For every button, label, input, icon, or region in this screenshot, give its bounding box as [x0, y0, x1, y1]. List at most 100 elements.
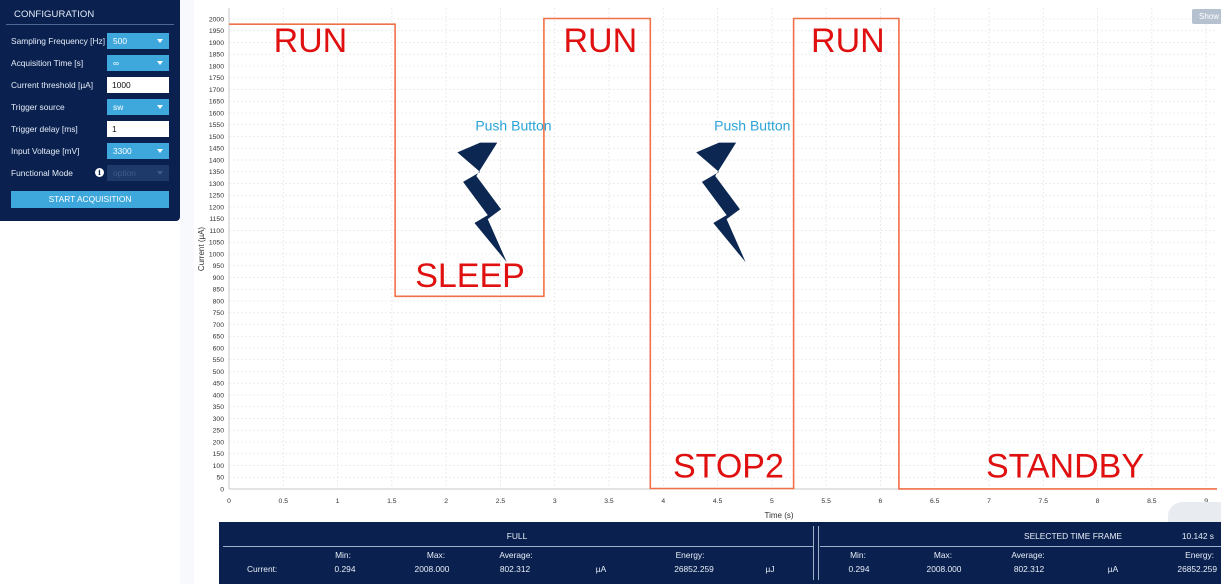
push-button-label: Push Button [475, 118, 551, 134]
y-tick-label: 1950 [209, 28, 224, 35]
y-tick-label: 450 [213, 381, 225, 388]
current-threshold-row: Current threshold [µA] [0, 77, 180, 93]
functional-mode-select: option [107, 165, 169, 181]
y-tick-label: 1000 [209, 251, 224, 258]
y-tick-label: 1650 [209, 99, 224, 106]
annotations: RUN SLEEP RUN STOP2 RUN STANDBY Push Button Pus… [274, 22, 1144, 485]
chevron-down-icon [157, 105, 163, 109]
start-acquisition-button[interactable]: START ACQUISITION [11, 191, 169, 208]
push-button-label: Push Button [714, 118, 790, 134]
x-tick-label: 7.5 [1039, 498, 1049, 505]
x-tick-label: 7 [987, 498, 991, 505]
y-ticks: 0 50 100 150 200 250 300 350 400 450 500 550 600 650 7… [209, 16, 224, 493]
sampling-frequency-select[interactable]: 500 [107, 33, 169, 49]
selected-min-label: Min: [850, 550, 866, 560]
sampling-frequency-value: 500 [113, 36, 127, 46]
state-label: RUN [274, 22, 348, 60]
chevron-down-icon [157, 171, 163, 175]
y-tick-label: 1550 [209, 122, 224, 129]
selected-min-value: 0.294 [848, 564, 870, 574]
x-tick-label: 4 [661, 498, 665, 505]
y-tick-label: 1900 [209, 40, 224, 47]
y-tick-label: 1500 [209, 134, 224, 141]
full-max-label: Max: [426, 550, 446, 560]
y-tick-label: 1600 [209, 110, 224, 117]
acquisition-time-row: Acquisition Time [s] ∞ [0, 55, 180, 71]
x-ticks: 0 0.5 1 1.5 2 2.5 3 3.5 4 4.5 5 5.5 6 6.5 7 7.5 8 8.5 9 [227, 498, 1208, 505]
input-voltage-select[interactable]: 3300 [107, 143, 169, 159]
y-tick-label: 1100 [209, 228, 224, 235]
x-tick-label: 2.5 [496, 498, 506, 505]
y-tick-label: 900 [213, 275, 225, 282]
x-tick-label: 5 [770, 498, 774, 505]
y-tick-label: 1450 [209, 146, 224, 153]
y-tick-label: 50 [216, 475, 224, 482]
functional-mode-label: Functional Mode [11, 168, 73, 178]
chevron-down-icon [157, 149, 163, 153]
trigger-delay-row: Trigger delay [ms] [0, 121, 180, 137]
full-title: FULL [506, 531, 528, 541]
selected-unit: µA [1107, 564, 1119, 574]
acquisition-time-value: ∞ [113, 58, 119, 68]
trigger-source-value: sw [113, 102, 124, 112]
plot-area [229, 8, 1217, 489]
state-label: SLEEP [415, 257, 525, 295]
series [229, 17, 1217, 490]
show-button[interactable]: Show [1192, 9, 1221, 24]
selected-title: SELECTED TIME FRAME [1023, 531, 1123, 541]
trigger-source-select[interactable]: sw [107, 99, 169, 115]
input-voltage-label: Input Voltage [mV] [11, 146, 80, 156]
panel-gutter [180, 0, 194, 584]
sampling-frequency-row: Sampling Frequency [Hz] 500 [0, 33, 180, 49]
selected-energy-label: Energy: [1185, 550, 1214, 560]
full-avg-label: Average: [499, 550, 533, 560]
y-tick-label: 800 [213, 298, 225, 305]
configuration-divider [6, 24, 174, 25]
y-tick-label: 1350 [209, 169, 224, 176]
x-tick-label: 3.5 [604, 498, 614, 505]
input-voltage-value: 3300 [113, 146, 132, 156]
selected-avg-label: Average: [1011, 550, 1045, 560]
current-threshold-input[interactable] [107, 77, 169, 93]
current-threshold-label: Current threshold [µA] [11, 80, 94, 90]
y-tick-label: 600 [213, 345, 225, 352]
stats-splitter[interactable] [813, 526, 819, 580]
info-icon[interactable]: i [95, 168, 104, 177]
x-tick-label: 1 [336, 498, 340, 505]
y-tick-label: 1050 [209, 240, 224, 247]
y-tick-label: 850 [213, 287, 225, 294]
y-tick-label: 1250 [209, 193, 224, 200]
state-label: RUN [811, 22, 885, 60]
statistics-panel: FULL SELECTED TIME FRAME 10.142 s Min: M… [219, 522, 1221, 584]
y-tick-label: 300 [213, 416, 225, 423]
y-tick-label: 1150 [209, 216, 224, 223]
y-tick-label: 250 [213, 428, 225, 435]
x-axis-label: Time (s) [764, 511, 793, 520]
full-avg-value: 802.312 [499, 564, 531, 574]
x-tick-label: 2 [444, 498, 448, 505]
current-series-line [229, 17, 1217, 490]
configuration-panel: CONFIGURATION Sampling Frequency [Hz] 50… [0, 0, 180, 221]
configuration-title: CONFIGURATION [14, 9, 95, 20]
y-tick-label: 1700 [209, 87, 224, 94]
x-tick-label: 4.5 [713, 498, 723, 505]
chevron-down-icon [157, 61, 163, 65]
x-tick-label: 5.5 [821, 498, 831, 505]
y-tick-label: 700 [213, 322, 225, 329]
x-tick-label: 8.5 [1147, 498, 1157, 505]
selected-energy-value: 26852.259 [1177, 564, 1217, 574]
trigger-delay-input[interactable] [107, 121, 169, 137]
lightning-bolt-icon [457, 142, 507, 263]
current-chart[interactable]: 0501001502002503003504004505005506006507… [0, 0, 1221, 520]
acquisition-time-label: Acquisition Time [s] [11, 58, 84, 68]
full-energy-label: Energy: [675, 550, 705, 560]
selected-duration: 10.142 s [1181, 531, 1214, 541]
full-unit: µA [595, 564, 607, 574]
y-tick-label: 400 [213, 392, 225, 399]
acquisition-time-select[interactable]: ∞ [107, 55, 169, 71]
trigger-source-label: Trigger source [11, 102, 65, 112]
y-tick-label: 950 [213, 263, 225, 270]
x-tick-label: 6 [879, 498, 883, 505]
input-voltage-row: Input Voltage [mV] 3300 [0, 143, 180, 159]
selected-max-label: Max: [933, 550, 953, 560]
